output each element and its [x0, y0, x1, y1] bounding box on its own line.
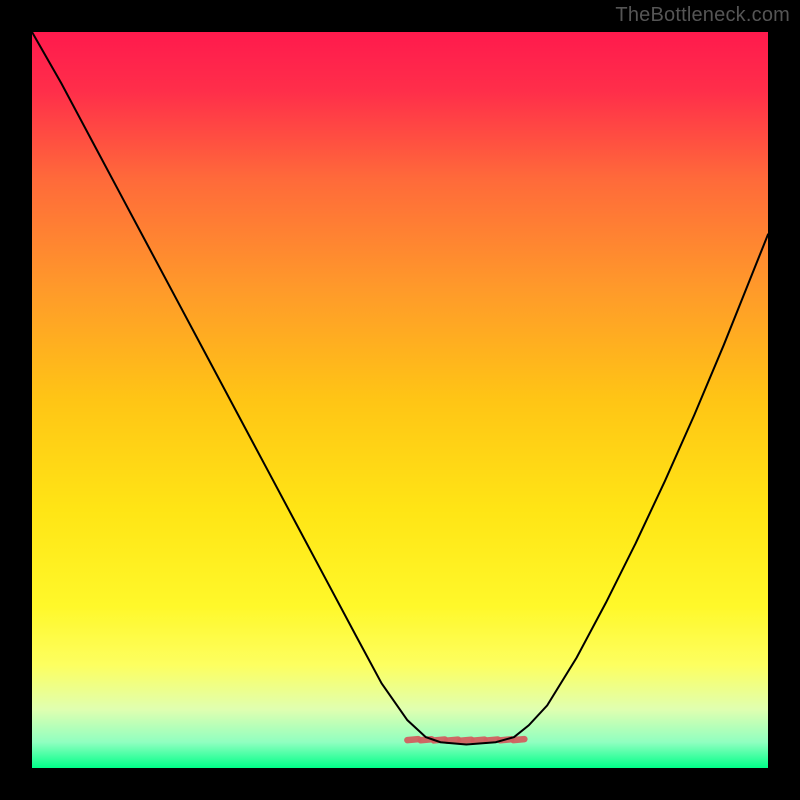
- gradient-background: [32, 32, 768, 768]
- plot-area: [32, 32, 768, 768]
- watermark-text: TheBottleneck.com: [615, 4, 790, 27]
- chart-frame: TheBottleneck.com: [0, 0, 800, 800]
- border-left: [0, 0, 32, 800]
- border-bottom: [0, 768, 800, 800]
- border-right: [768, 0, 800, 800]
- plot-svg: [32, 32, 768, 768]
